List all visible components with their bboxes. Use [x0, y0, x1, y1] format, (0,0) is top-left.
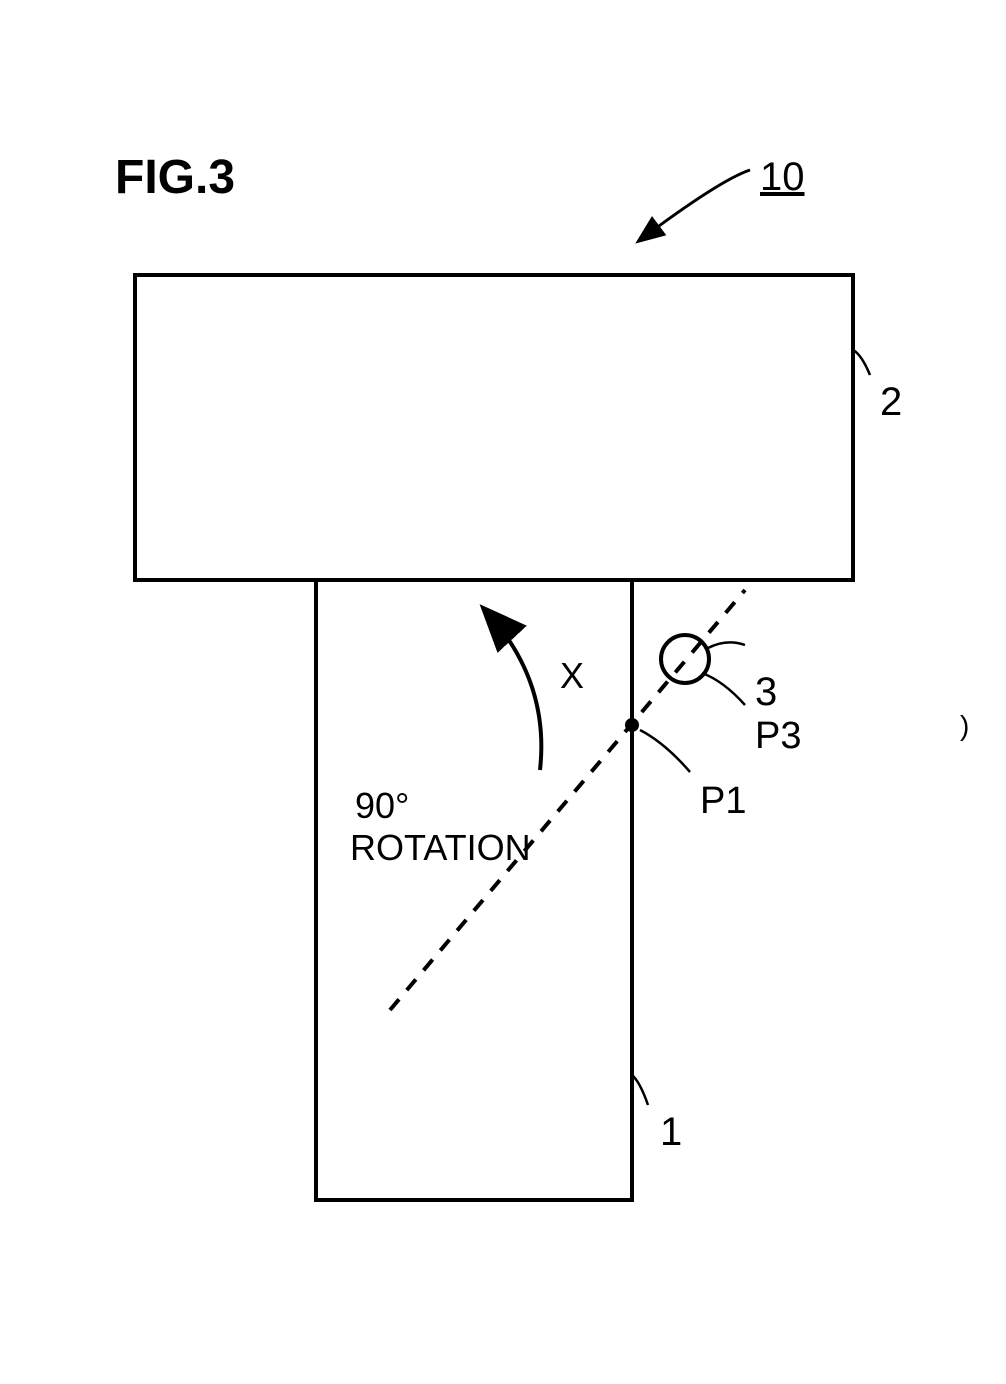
camera-circle	[661, 635, 709, 683]
leader-3	[708, 642, 745, 648]
label-rect-upper: 2	[880, 380, 902, 425]
assembly-number: 10	[760, 155, 805, 200]
rotation-label-line2: ROTATION	[350, 827, 531, 869]
label-rect-lower: 1	[660, 1110, 682, 1155]
stray-mark: )	[960, 710, 969, 741]
figure-title: FIG.3	[115, 150, 235, 205]
rotation-label-line1: 90°	[355, 785, 409, 827]
x-mark: X	[560, 655, 584, 697]
leader-1	[632, 1075, 648, 1105]
label-camera: 3	[755, 670, 777, 715]
assembly-ref-arrow	[640, 170, 750, 240]
rotation-arrow	[485, 610, 541, 770]
leader-2	[853, 350, 870, 375]
leader-p3	[702, 673, 745, 705]
leader-p1	[640, 730, 690, 772]
label-p3: P3	[755, 715, 801, 758]
rect-lower	[316, 580, 632, 1200]
rect-upper	[135, 275, 853, 580]
point-p1-dot	[625, 718, 639, 732]
symmetry-line	[390, 590, 745, 1010]
label-p1: P1	[700, 780, 746, 823]
